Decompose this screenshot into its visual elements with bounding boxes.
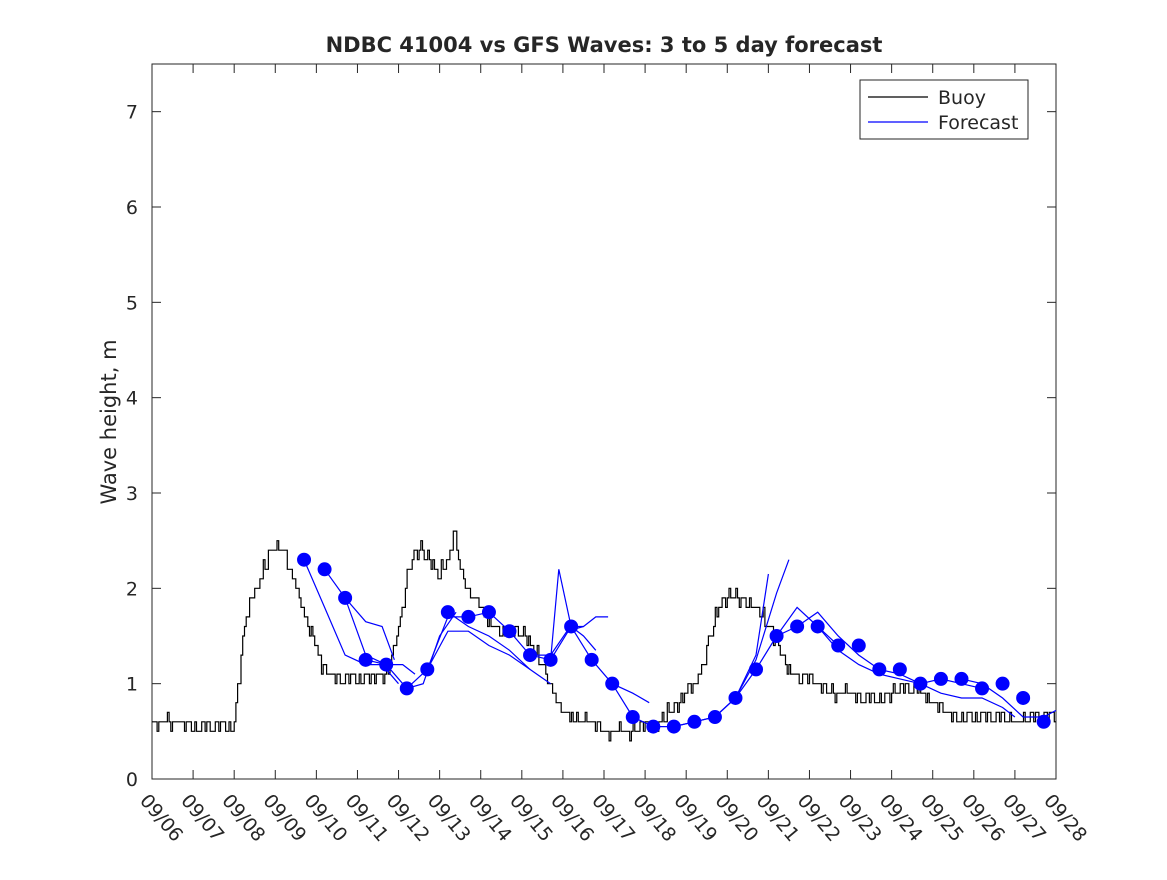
forecast-marker — [584, 652, 599, 667]
y-tick-label: 0 — [126, 769, 138, 791]
forecast-marker — [995, 676, 1010, 691]
forecast-marker — [543, 652, 558, 667]
forecast-marker — [975, 681, 990, 696]
forecast-marker — [666, 719, 681, 734]
y-tick-label: 5 — [126, 292, 138, 314]
y-tick-label: 4 — [126, 388, 138, 410]
forecast-marker — [810, 619, 825, 634]
forecast-marker — [523, 648, 538, 663]
forecast-marker — [872, 662, 887, 677]
forecast-marker — [831, 638, 846, 653]
forecast-marker — [1016, 690, 1031, 705]
forecast-marker — [933, 671, 948, 686]
forecast-marker — [564, 619, 579, 634]
y-axis-label: Wave height, m — [97, 339, 121, 504]
forecast-marker — [358, 652, 373, 667]
forecast-marker — [646, 719, 661, 734]
y-tick-label: 3 — [126, 483, 138, 505]
forecast-marker — [605, 676, 620, 691]
forecast-marker — [379, 657, 394, 672]
legend-label: Forecast — [938, 112, 1018, 134]
y-tick-label: 6 — [126, 197, 138, 219]
forecast-line — [324, 568, 395, 661]
y-tick-label: 2 — [126, 578, 138, 600]
y-tick-label: 1 — [126, 674, 138, 696]
forecast-marker — [461, 609, 476, 624]
chart-title: NDBC 41004 vs GFS Waves: 3 to 5 day fore… — [326, 33, 883, 57]
legend-box — [859, 79, 1029, 140]
plot-area: 0123456709/0609/0709/0809/0909/1009/1109… — [126, 63, 1091, 846]
forecast-marker — [790, 619, 805, 634]
buoy-line — [152, 530, 1056, 742]
forecast-marker — [749, 662, 764, 677]
forecast-marker — [913, 676, 928, 691]
forecast-line — [714, 559, 790, 718]
forecast-marker — [728, 690, 743, 705]
legend-label: Buoy — [938, 87, 986, 109]
forecast-line — [920, 683, 1016, 718]
forecast-marker — [851, 638, 866, 653]
forecast-marker — [1036, 714, 1051, 729]
forecast-line — [447, 611, 551, 685]
forecast-marker — [954, 671, 969, 686]
y-tick-label: 7 — [126, 102, 138, 124]
forecast-marker — [502, 624, 517, 639]
forecast-line — [426, 630, 531, 670]
axes-box — [151, 63, 1057, 780]
forecast-marker — [892, 662, 907, 677]
forecast-marker — [440, 605, 455, 620]
forecast-marker — [317, 562, 332, 577]
forecast-marker — [769, 629, 784, 643]
forecast-marker — [625, 710, 640, 725]
forecast-marker — [399, 681, 414, 696]
forecast-marker — [481, 605, 496, 620]
legend: Buoy Forecast — [859, 79, 1029, 140]
forecast-marker — [338, 590, 353, 605]
forecast-marker — [707, 710, 722, 725]
forecast-marker — [420, 662, 435, 677]
forecast-marker — [687, 714, 702, 729]
forecast-marker — [297, 552, 312, 567]
